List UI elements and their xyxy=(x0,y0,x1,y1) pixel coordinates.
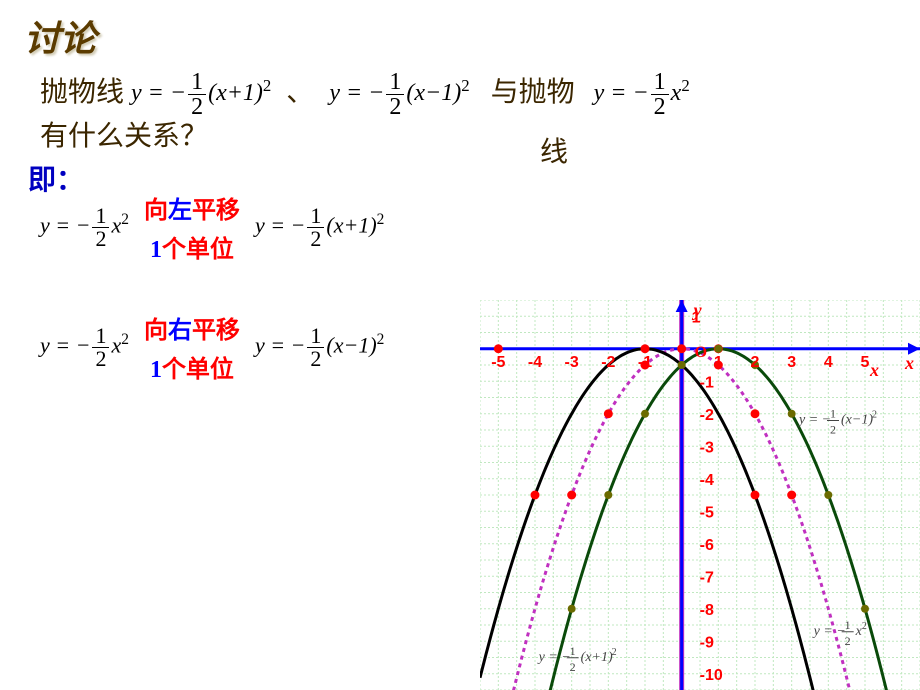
question-prefix: 抛物线 xyxy=(40,77,124,108)
shift-left-row: y = −12x2 向左平移 1个单位 y = −12(x+1)2 xyxy=(40,190,384,264)
svg-text:-3: -3 xyxy=(565,354,579,371)
shift-right-unit: 1个单位 xyxy=(150,357,234,383)
svg-text:(x+1): (x+1) xyxy=(581,650,613,665)
svg-text:-1: -1 xyxy=(700,374,714,391)
svg-text:2: 2 xyxy=(570,660,576,674)
svg-text:-5: -5 xyxy=(491,354,505,371)
svg-text:x: x xyxy=(904,353,914,373)
question-line1: 抛物线 y = −12(x+1)2 、 y = −12(x−1)2 与抛物 y … xyxy=(40,70,690,119)
svg-text:-5: -5 xyxy=(700,504,714,521)
svg-text:-4: -4 xyxy=(700,472,714,489)
svg-text:(x−1): (x−1) xyxy=(841,413,873,428)
question-suffix1: 与抛物 xyxy=(491,77,575,108)
svg-text:-4: -4 xyxy=(528,354,542,371)
svg-text:3: 3 xyxy=(787,354,796,371)
svg-text:1: 1 xyxy=(714,354,723,371)
svg-text:1: 1 xyxy=(830,407,836,421)
svg-text:y = −: y = − xyxy=(797,413,831,428)
x-axis-label: x xyxy=(870,360,879,381)
svg-text:2: 2 xyxy=(862,621,867,632)
svg-text:-3: -3 xyxy=(700,439,714,456)
svg-text:5: 5 xyxy=(861,354,870,371)
svg-text:2: 2 xyxy=(872,410,877,421)
shift-left-lhs: y = −12x2 xyxy=(40,205,129,250)
eq-inline-3: y = −12x2 xyxy=(594,70,690,119)
svg-text:-10: -10 xyxy=(700,667,723,684)
svg-text:O: O xyxy=(695,344,707,361)
svg-text:2: 2 xyxy=(830,423,836,437)
svg-text:2: 2 xyxy=(751,354,760,371)
svg-text:y: y xyxy=(692,300,703,320)
svg-text:y = −: y = − xyxy=(537,650,571,665)
shift-right-lhs: y = −12x2 xyxy=(40,325,129,370)
svg-text:-2: -2 xyxy=(601,354,615,371)
svg-text:-1: -1 xyxy=(638,354,652,371)
eq-inline-1: y = −12(x+1)2 xyxy=(131,70,271,119)
shift-left-label: 向左平移 xyxy=(144,198,240,224)
svg-text:2: 2 xyxy=(845,634,851,648)
svg-text:-2: -2 xyxy=(700,407,714,424)
svg-text:2: 2 xyxy=(612,647,617,658)
svg-text:-8: -8 xyxy=(700,602,714,619)
shift-right-arrow-box: 向右平移 1个单位 xyxy=(137,310,247,384)
svg-text:y = −: y = − xyxy=(812,624,846,639)
svg-text:-7: -7 xyxy=(700,569,714,586)
shift-left-arrow-box: 向左平移 1个单位 xyxy=(137,190,247,264)
shift-right-row: y = −12x2 向右平移 1个单位 y = −12(x−1)2 xyxy=(40,310,384,384)
shift-left-rhs: y = −12(x+1)2 xyxy=(255,205,384,250)
shift-left-unit: 1个单位 xyxy=(150,237,234,263)
svg-text:-9: -9 xyxy=(700,634,714,651)
question-mid: 、 xyxy=(286,77,314,108)
question-tail: 有什么关系？ xyxy=(40,121,208,152)
svg-text:1: 1 xyxy=(570,644,576,658)
page-title: 讨论 xyxy=(24,10,96,62)
svg-text:1: 1 xyxy=(845,618,851,632)
shift-right-rhs: y = −12(x−1)2 xyxy=(255,325,384,370)
question-line2: 有什么关系？ xyxy=(40,114,208,154)
shift-right-label: 向右平移 xyxy=(144,318,240,344)
parabola-chart: -5-4-3-2-1123451-1-2-3-4-5-6-7-8-9-10xyO… xyxy=(480,300,920,690)
eq-inline-2: y = −12(x−1)2 xyxy=(329,70,469,119)
svg-text:4: 4 xyxy=(824,354,833,371)
svg-text:-6: -6 xyxy=(700,537,714,554)
question-suffix2: 线 xyxy=(540,130,568,170)
